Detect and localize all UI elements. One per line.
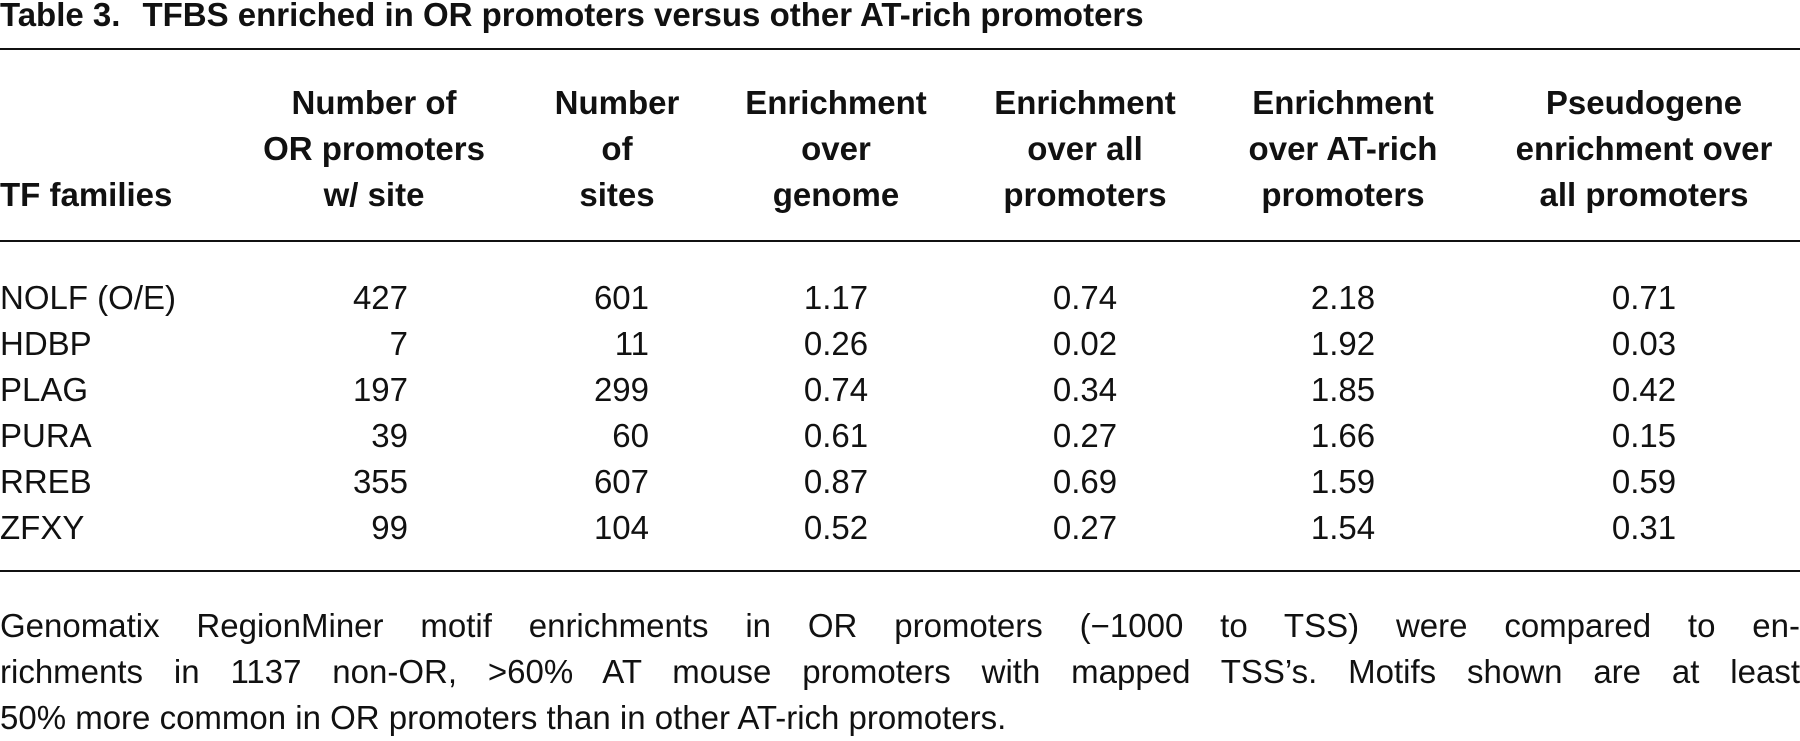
header-cell: over all xyxy=(1027,130,1143,167)
table-cell: 11 xyxy=(614,325,649,362)
header-cell: Pseudogene xyxy=(1545,84,1743,121)
header-rule xyxy=(0,240,1800,242)
header-cell: TF families xyxy=(0,176,173,213)
header-cell: Number xyxy=(554,84,680,121)
header-cell: Enrichment xyxy=(994,84,1176,121)
table-cell: 0.42 xyxy=(1611,371,1677,408)
header-cell: all promoters xyxy=(1539,176,1749,213)
table-cell: 39 xyxy=(371,417,408,454)
table-cell: 0.74 xyxy=(803,371,869,408)
row-label: RREB xyxy=(0,463,92,500)
table-cell: 607 xyxy=(593,463,649,500)
table-caption: TFBS enriched in OR promoters versus oth… xyxy=(142,0,1144,33)
header-cell: w/ site xyxy=(323,176,425,213)
table-cell: 0.52 xyxy=(803,509,869,546)
header-cell: Enrichment xyxy=(1252,84,1434,121)
header-cell: sites xyxy=(579,176,655,213)
bottom-rule xyxy=(0,570,1800,572)
table-cell: 427 xyxy=(352,279,408,316)
table-cell: 601 xyxy=(593,279,649,316)
table-label: Table 3. xyxy=(0,0,121,33)
table-cell: 2.18 xyxy=(1310,279,1376,316)
header-cell: promoters xyxy=(1261,176,1425,213)
row-label: PURA xyxy=(0,417,92,454)
table-cell: 197 xyxy=(352,371,408,408)
top-rule xyxy=(0,48,1800,50)
header-cell: promoters xyxy=(1003,176,1167,213)
row-label: HDBP xyxy=(0,325,92,362)
table-cell: 99 xyxy=(371,509,408,546)
table-cell: 0.87 xyxy=(803,463,869,500)
table-cell: 1.17 xyxy=(803,279,869,316)
table-cell: 0.59 xyxy=(1611,463,1677,500)
footnote-line: Genomatix RegionMiner motif enrichments … xyxy=(0,607,1800,644)
table-cell: 60 xyxy=(612,417,649,454)
table-cell: 0.27 xyxy=(1052,417,1118,454)
header-cell: genome xyxy=(772,176,900,213)
table-cell: 0.74 xyxy=(1052,279,1118,316)
footnote-line: richments in 1137 non-OR, >60% AT mouse … xyxy=(0,653,1800,690)
table-cell: 0.26 xyxy=(803,325,869,362)
table-cell: 0.02 xyxy=(1052,325,1118,362)
table-cell: 0.69 xyxy=(1052,463,1118,500)
table-cell: 0.71 xyxy=(1611,279,1677,316)
table-cell: 355 xyxy=(352,463,408,500)
table-cell: 0.15 xyxy=(1611,417,1677,454)
row-label: NOLF (O/E) xyxy=(0,279,177,316)
header-cell: enrichment over xyxy=(1515,130,1773,167)
table-cell: 7 xyxy=(389,325,408,362)
table-title: Table 3. TFBS enriched in OR promoters ve… xyxy=(0,0,1166,34)
table-cell: 1.92 xyxy=(1310,325,1376,362)
header-cell: of xyxy=(601,130,633,167)
table-cell: 1.59 xyxy=(1310,463,1376,500)
table-cell: 1.54 xyxy=(1310,509,1376,546)
table-cell: 104 xyxy=(593,509,649,546)
table-cell: 1.66 xyxy=(1310,417,1376,454)
row-label: ZFXY xyxy=(0,509,85,546)
row-label: PLAG xyxy=(0,371,89,408)
table-cell: 0.31 xyxy=(1611,509,1677,546)
table-cell: 0.27 xyxy=(1052,509,1118,546)
table-cell: 0.34 xyxy=(1052,371,1118,408)
table-cell: 1.85 xyxy=(1310,371,1376,408)
footnote-line: 50% more common in OR promoters than in … xyxy=(0,699,1007,736)
header-cell: over AT-rich xyxy=(1248,130,1438,167)
table-cell: 0.61 xyxy=(803,417,869,454)
header-cell: over xyxy=(801,130,871,167)
table-cell: 299 xyxy=(593,371,649,408)
header-cell: OR promoters xyxy=(263,130,485,167)
header-cell: Enrichment xyxy=(745,84,927,121)
header-cell: Number of xyxy=(291,84,457,121)
table-cell: 0.03 xyxy=(1611,325,1677,362)
